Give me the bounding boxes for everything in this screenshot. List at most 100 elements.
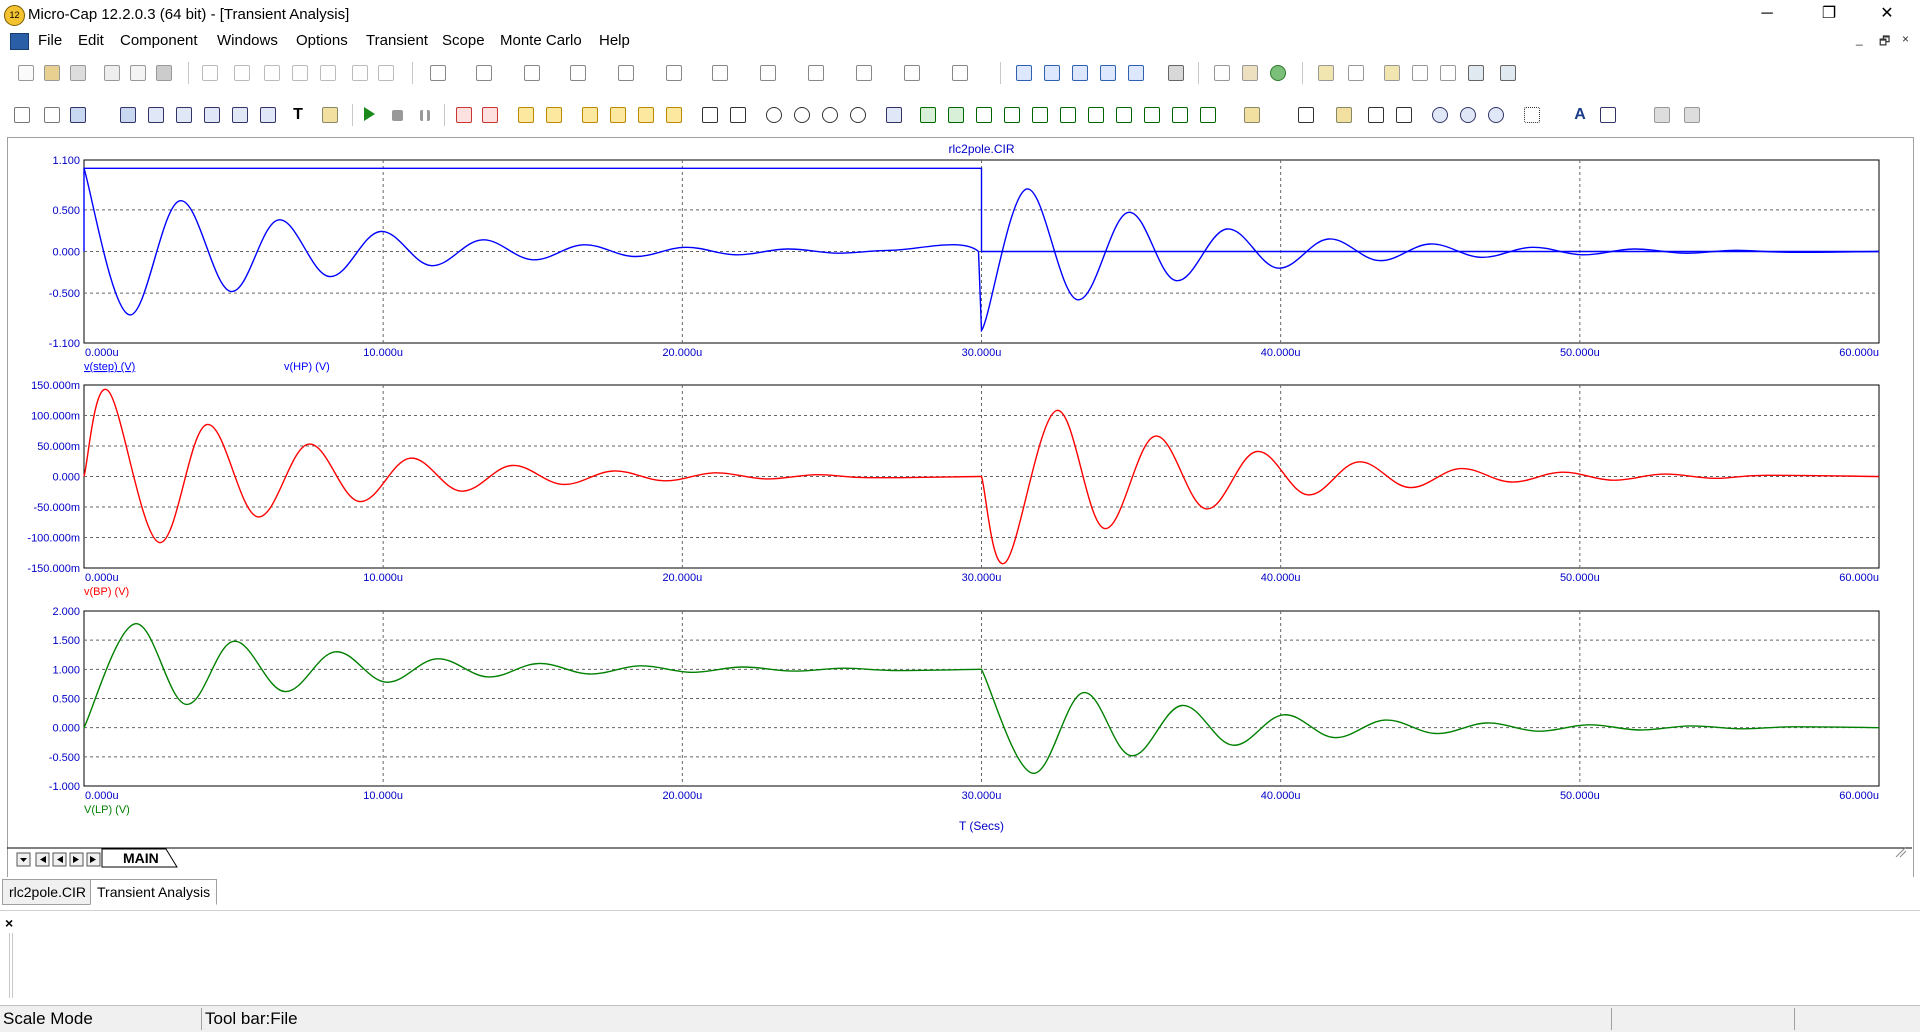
menu-windows[interactable]: Windows	[217, 32, 278, 49]
font-icon[interactable]: A	[1574, 106, 1586, 123]
y-axis-scale-icon[interactable]	[482, 107, 498, 123]
numeric-output-icon[interactable]	[1298, 107, 1314, 123]
document-icon[interactable]	[10, 33, 29, 50]
axis-x-icon[interactable]	[176, 107, 192, 123]
cut-icon[interactable]	[264, 65, 280, 81]
close-button[interactable]: ✕	[1880, 5, 1894, 22]
mdi-minimize-button[interactable]: _	[1856, 32, 1863, 46]
output-close-icon[interactable]: ×	[5, 915, 14, 931]
analysis-limits-icon[interactable]	[1318, 65, 1334, 81]
tab-transient-analysis[interactable]: Transient Analysis	[90, 879, 218, 905]
delete-icon[interactable]	[352, 65, 368, 81]
cursor-prev-icon[interactable]	[948, 107, 964, 123]
graph-icon[interactable]	[148, 107, 164, 123]
data-points-icon[interactable]	[582, 107, 598, 123]
auto-scale-icon[interactable]	[518, 107, 534, 123]
x-axis-scale-icon[interactable]	[456, 107, 472, 123]
opamp-component-icon[interactable]	[760, 65, 776, 81]
undo-icon[interactable]	[202, 65, 218, 81]
align-grid-icon[interactable]	[1524, 107, 1540, 123]
plot-window[interactable]: rlc2pole.CIR 1.100 0.500 0.000 -0.500 -1.100 0…	[7, 137, 1914, 880]
menu-transient[interactable]: Transient	[366, 32, 428, 49]
plus-mode-icon[interactable]	[666, 107, 682, 123]
peak-icon[interactable]	[976, 107, 992, 123]
global-low-icon[interactable]	[1144, 107, 1160, 123]
tools-icon[interactable]	[1440, 65, 1456, 81]
node-component-icon[interactable]	[904, 65, 920, 81]
menu-help[interactable]: Help	[599, 32, 630, 49]
state-variables-icon[interactable]	[1336, 107, 1352, 123]
analysis-limits-button-icon[interactable]	[322, 107, 338, 123]
component-library-icon[interactable]	[1242, 65, 1258, 81]
capacitor2-component-icon[interactable]	[856, 65, 872, 81]
magnify-plus-icon[interactable]	[1432, 107, 1448, 123]
scale-mode-icon[interactable]	[70, 107, 86, 123]
diode-component-icon[interactable]	[618, 65, 634, 81]
calculator-icon[interactable]	[1168, 65, 1184, 81]
inflection-icon[interactable]	[1088, 107, 1104, 123]
fit-height-icon[interactable]	[1396, 107, 1412, 123]
stop-icon[interactable]	[392, 110, 403, 121]
global-high-icon[interactable]	[1116, 107, 1132, 123]
resistor-component-icon[interactable]	[476, 65, 492, 81]
high-icon[interactable]	[1032, 107, 1048, 123]
restore-button[interactable]: ❐	[1821, 5, 1837, 22]
axis-y-icon[interactable]	[204, 107, 220, 123]
clipboard-icon[interactable]	[1244, 107, 1260, 123]
output-pane[interactable]: ×	[0, 910, 1920, 1004]
menu-options[interactable]: Options	[296, 32, 348, 49]
select-all-icon[interactable]	[378, 65, 394, 81]
menu-file[interactable]: File	[38, 32, 63, 49]
open-folder-icon[interactable]	[44, 65, 60, 81]
text-tool-icon[interactable]: T	[293, 106, 303, 123]
cascade-icon[interactable]	[1016, 65, 1032, 81]
low-icon[interactable]	[1060, 107, 1076, 123]
print-icon[interactable]	[156, 65, 172, 81]
page-icon[interactable]	[1214, 65, 1230, 81]
zoom-fit-icon[interactable]	[850, 107, 866, 123]
mdi-close-button[interactable]: ×	[1902, 32, 1910, 46]
paste-window-icon[interactable]	[1684, 107, 1700, 123]
tab-rlc2pole-cir[interactable]: rlc2pole.CIR	[2, 879, 94, 905]
fit-width-icon[interactable]	[1368, 107, 1384, 123]
redo-icon[interactable]	[234, 65, 250, 81]
properties-icon[interactable]	[1348, 65, 1364, 81]
source-component-icon[interactable]	[952, 65, 968, 81]
window-arrange-icon[interactable]	[1100, 65, 1116, 81]
menu-monte-carlo[interactable]: Monte Carlo	[500, 32, 582, 49]
battery-component-icon[interactable]	[712, 65, 728, 81]
horizontal-tag-icon[interactable]	[260, 107, 276, 123]
save-all-icon[interactable]	[104, 65, 120, 81]
valley-icon[interactable]	[1004, 107, 1020, 123]
horizontal-split-icon[interactable]	[702, 107, 718, 123]
tile-vertical-icon[interactable]	[1044, 65, 1060, 81]
slope-icon[interactable]	[1172, 107, 1188, 123]
stepping-icon[interactable]	[1384, 65, 1400, 81]
properties-edit-icon[interactable]	[886, 107, 902, 123]
copy-icon[interactable]	[292, 65, 308, 81]
zoom-in-icon[interactable]	[794, 107, 810, 123]
pan-hand-icon[interactable]	[44, 107, 60, 123]
ruler-icon[interactable]	[638, 107, 654, 123]
print-preview-icon[interactable]	[130, 65, 146, 81]
run-icon[interactable]	[364, 107, 375, 121]
zoom-out-icon[interactable]	[766, 107, 782, 123]
minimize-button[interactable]: ─	[1761, 5, 1773, 22]
performance-plot-icon[interactable]	[1500, 65, 1516, 81]
save-icon[interactable]	[70, 65, 86, 81]
menu-scope[interactable]: Scope	[442, 32, 485, 49]
capacitor-component-icon[interactable]	[524, 65, 540, 81]
menu-edit[interactable]: Edit	[78, 32, 104, 49]
cursor-next-icon[interactable]	[920, 107, 936, 123]
magnify-minus-icon[interactable]	[1460, 107, 1476, 123]
inductor-component-icon[interactable]	[570, 65, 586, 81]
sheet-tab-main[interactable]: MAIN	[123, 850, 159, 866]
zoom-window-icon[interactable]	[120, 107, 136, 123]
window-maximize-icon[interactable]	[1128, 65, 1144, 81]
text-format-icon[interactable]	[1600, 107, 1616, 123]
plot-canvas[interactable]: rlc2pole.CIR 1.100 0.500 0.000 -0.500 -1.100 0…	[8, 138, 1913, 879]
tokens-icon[interactable]	[610, 107, 626, 123]
copy-window-icon[interactable]	[1654, 107, 1670, 123]
grid-split-icon[interactable]	[730, 107, 746, 123]
probe-icon[interactable]	[1412, 65, 1428, 81]
